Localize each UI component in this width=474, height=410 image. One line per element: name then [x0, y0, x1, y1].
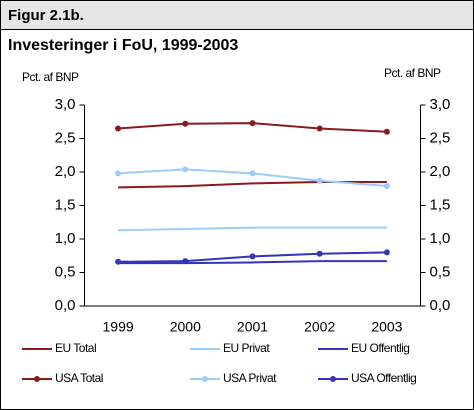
y-tick-label: 2,5: [55, 129, 76, 146]
series-marker: [249, 120, 256, 127]
legend-marker: [34, 376, 40, 382]
series-marker: [316, 125, 323, 132]
y-tick-label: 0,0: [55, 297, 76, 314]
y2-tick-label: 2,0: [430, 163, 451, 180]
series-marker: [115, 258, 122, 265]
y2-tick-label: 0,0: [430, 297, 451, 314]
legend-label: USA Offentlig: [351, 371, 416, 385]
series-marker: [182, 166, 189, 173]
legend-label: USA Privat: [223, 371, 277, 385]
series-marker: [316, 177, 323, 184]
series-line: [118, 260, 387, 265]
y-tick-label: 1,0: [55, 230, 76, 247]
y-axis-title: Pct. af BNP: [22, 70, 79, 84]
x-tick-label: 2002: [304, 319, 335, 335]
x-tick-label: 2001: [237, 319, 268, 335]
series-marker: [383, 128, 390, 135]
y-tick-label: 0,5: [55, 263, 76, 280]
series-marker: [249, 170, 256, 177]
legend-marker: [330, 376, 336, 382]
series-marker: [249, 253, 256, 260]
y2-tick-label: 1,0: [430, 230, 451, 247]
y2-tick-label: 1,5: [430, 196, 451, 213]
series-marker: [182, 120, 189, 127]
series-line: [118, 226, 387, 232]
legend-label: EU Privat: [223, 341, 270, 355]
legend-label: EU Total: [55, 341, 96, 355]
y-tick-label: 3,0: [55, 96, 76, 113]
header: Figur 2.1b.: [8, 7, 84, 24]
y2-tick-label: 0,5: [430, 263, 451, 280]
y2-axis-title: Pct. af BNP: [384, 66, 441, 80]
series-marker: [182, 258, 189, 265]
x-tick-label: 1999: [103, 319, 134, 335]
series-marker: [115, 125, 122, 132]
legend-label: EU Offentlig: [351, 341, 409, 355]
y-tick-label: 2,0: [55, 163, 76, 180]
y2-tick-label: 3,0: [430, 96, 451, 113]
series-marker: [383, 249, 390, 256]
y2-tick-label: 2,5: [430, 129, 451, 146]
legend-label: USA Total: [55, 371, 103, 385]
chart-title: Investeringer i FoU, 1999-2003: [8, 37, 238, 54]
legend-marker: [202, 376, 208, 382]
series-marker: [115, 170, 122, 177]
series-marker: [316, 250, 323, 257]
x-tick-label: 2003: [371, 319, 402, 335]
x-tick-label: 2000: [170, 319, 201, 335]
y-tick-label: 1,5: [55, 196, 76, 213]
series-marker: [383, 183, 390, 190]
header-band: [1, 1, 473, 29]
